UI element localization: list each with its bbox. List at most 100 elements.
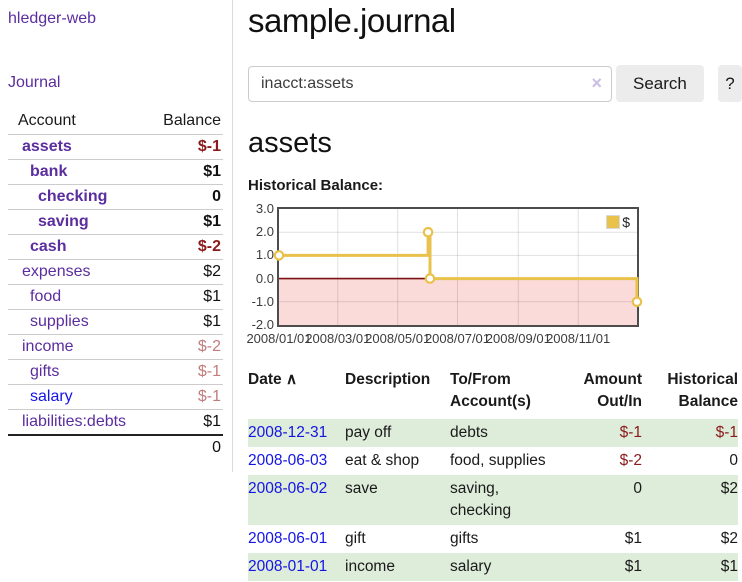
account-row: bank $1 xyxy=(8,159,223,185)
amount-column-header: Amount Out/In xyxy=(583,371,642,411)
account-link-liabilities-debts[interactable]: liabilities:debts xyxy=(22,413,127,430)
transaction-accounts: gifts xyxy=(450,529,479,547)
register-row: 2008-06-02 save saving, checking 0 $2 xyxy=(248,474,738,525)
transaction-amount: $-1 xyxy=(619,423,642,441)
register-row: 2008-06-03 eat & shop food, supplies $-2… xyxy=(248,447,738,475)
account-link-gifts[interactable]: gifts xyxy=(30,363,60,380)
transaction-description: income xyxy=(345,557,395,575)
register-row: 2008-01-01 income salary $1 $1 xyxy=(248,552,738,581)
account-balance: $-2 xyxy=(150,234,223,260)
account-balance: $-2 xyxy=(150,334,223,360)
transaction-date-link[interactable]: 2008-06-02 xyxy=(248,479,328,497)
date-column-header[interactable]: Date ∧ xyxy=(248,371,298,388)
account-column-header: Account xyxy=(18,112,76,129)
account-row: food $1 xyxy=(8,284,223,310)
search-input[interactable] xyxy=(248,65,612,102)
transaction-accounts: salary xyxy=(450,557,492,575)
search-box: × xyxy=(248,65,612,102)
account-link-assets[interactable]: assets xyxy=(22,138,72,155)
chart-title: Historical Balance: xyxy=(248,177,384,194)
account-total-row: 0 xyxy=(8,434,223,460)
search-button[interactable]: Search xyxy=(616,65,704,102)
transaction-date-link[interactable]: 2008-06-03 xyxy=(248,451,328,469)
transaction-amount: $1 xyxy=(624,557,642,575)
legend-swatch-icon xyxy=(606,215,621,229)
transaction-accounts: food, supplies xyxy=(450,451,546,469)
transaction-amount: 0 xyxy=(633,479,642,497)
account-row: supplies $1 xyxy=(8,309,223,335)
brand: hledger-web xyxy=(8,10,224,28)
chart-canvas xyxy=(273,209,643,325)
chart-legend: $ xyxy=(606,214,630,230)
account-link-income[interactable]: income xyxy=(22,338,74,355)
account-balance: $1 xyxy=(150,409,223,435)
account-link-food[interactable]: food xyxy=(30,288,62,305)
account-row: assets $-1 xyxy=(8,134,223,160)
page-title: sample.journal xyxy=(248,2,456,39)
transaction-balance: $2 xyxy=(720,479,738,497)
balance-column-header: Balance xyxy=(163,112,221,129)
sidebar: hledger-web Journal Account Balance asse… xyxy=(0,0,233,472)
transaction-accounts: saving, checking xyxy=(450,479,512,519)
transaction-date-link[interactable]: 2008-06-01 xyxy=(248,529,328,547)
account-link-expenses[interactable]: expenses xyxy=(22,263,91,280)
x-tick-label: 2008/05/01 xyxy=(365,331,431,346)
account-total-balance: 0 xyxy=(150,434,223,460)
help-button[interactable]: ? xyxy=(717,65,742,102)
y-tick-label: 1.0 xyxy=(255,247,274,263)
account-row: expenses $2 xyxy=(8,259,223,285)
balance-column-header: Historical Balance xyxy=(667,371,738,411)
y-tick-label: 0.0 xyxy=(255,270,274,286)
account-balance: $1 xyxy=(150,284,223,310)
transaction-date-link[interactable]: 2008-12-31 xyxy=(248,423,328,441)
chart-plot-area: $ xyxy=(273,207,643,327)
transaction-balance: $1 xyxy=(720,557,738,575)
register-row: 2008-12-31 pay off debts $-1 $-1 xyxy=(248,418,738,447)
description-column-header: Description xyxy=(345,371,431,388)
transaction-description: pay off xyxy=(345,423,392,441)
legend-label: $ xyxy=(622,214,630,230)
x-tick-label: 2008/01/01 xyxy=(246,331,312,346)
account-row: income $-2 xyxy=(8,334,223,360)
account-link-salary[interactable]: salary xyxy=(30,388,73,405)
register-header-row: Date ∧ Description To/From Account(s) Am… xyxy=(248,367,738,419)
account-link-bank[interactable]: bank xyxy=(30,163,68,180)
register-table: Date ∧ Description To/From Account(s) Am… xyxy=(248,367,738,581)
account-link-supplies[interactable]: supplies xyxy=(30,313,89,330)
account-row: liabilities:debts $1 xyxy=(8,409,223,435)
tofrom-column-header: To/From Account(s) xyxy=(450,371,531,411)
account-link-saving[interactable]: saving xyxy=(38,213,89,230)
transaction-amount: $1 xyxy=(624,529,642,547)
account-table-header: Account Balance xyxy=(8,109,223,135)
brand-link[interactable]: hledger-web xyxy=(8,10,97,27)
account-balance: $1 xyxy=(150,209,223,235)
historical-balance-chart: $ 3.0 2.0 1.0 0.0 -1.0 -2.0 2008/01/01 2008/03… xyxy=(246,201,742,349)
account-balance: $2 xyxy=(150,259,223,285)
register-row: 2008-06-01 gift gifts $1 $2 xyxy=(248,525,738,553)
account-row: saving $1 xyxy=(8,209,223,235)
clear-icon[interactable]: × xyxy=(591,72,602,93)
account-row: checking 0 xyxy=(8,184,223,210)
account-tree-table: Account Balance assets $-1 bank $1 check… xyxy=(8,109,223,460)
transaction-description: eat & shop xyxy=(345,451,420,469)
journal-link[interactable]: Journal xyxy=(8,74,61,91)
account-row: cash $-2 xyxy=(8,234,223,260)
account-balance: $-1 xyxy=(150,359,223,385)
x-tick-label: 2008/07/01 xyxy=(424,331,491,346)
account-link-checking[interactable]: checking xyxy=(38,188,108,205)
account-balance: $-1 xyxy=(150,134,223,160)
main-content: sample.journal × Search ? assets Histori… xyxy=(233,0,742,581)
sort-asc-icon: ∧ xyxy=(285,371,298,388)
x-tick-label: 2008/09/01 xyxy=(485,331,551,346)
search-bar: × Search ? xyxy=(248,65,742,102)
transaction-balance: $-1 xyxy=(715,423,738,441)
account-heading: assets xyxy=(248,127,332,159)
account-link-cash[interactable]: cash xyxy=(30,238,67,255)
transaction-amount: $-2 xyxy=(619,451,642,469)
transaction-date-link[interactable]: 2008-01-01 xyxy=(248,557,328,575)
transaction-balance: $2 xyxy=(720,529,738,547)
transaction-description: save xyxy=(345,479,378,497)
account-row: salary $-1 xyxy=(8,384,223,410)
transaction-description: gift xyxy=(345,529,366,547)
